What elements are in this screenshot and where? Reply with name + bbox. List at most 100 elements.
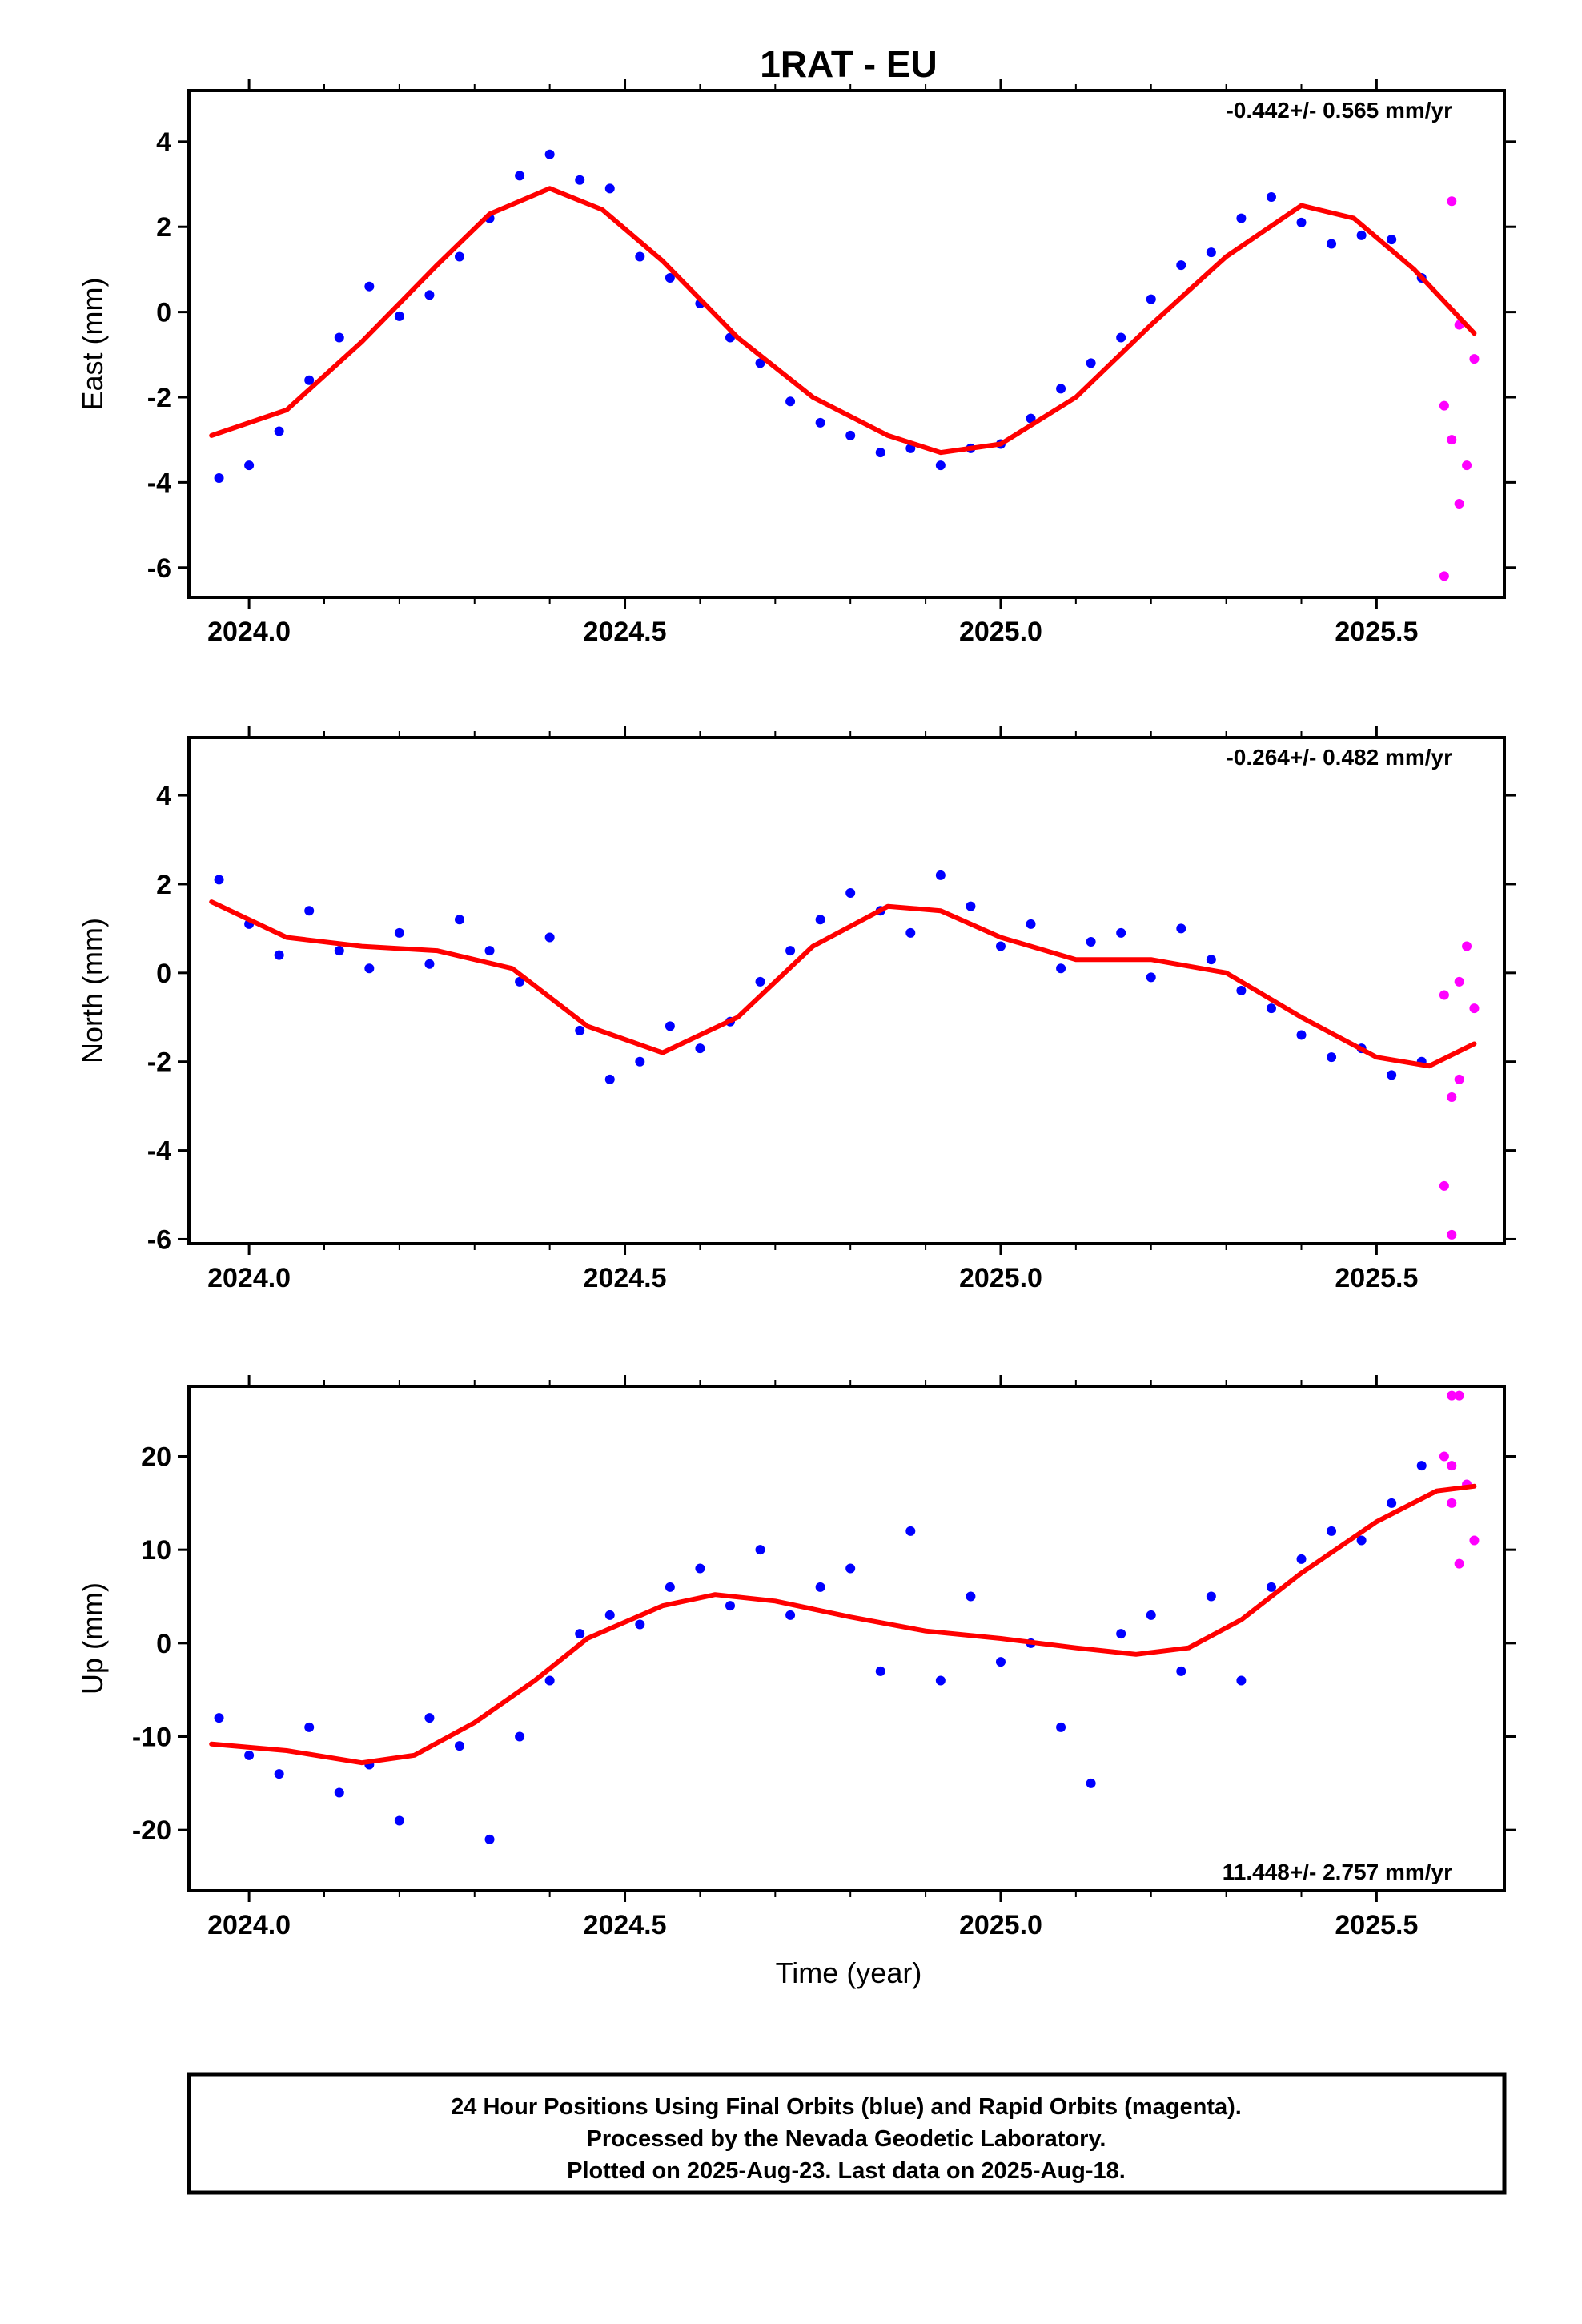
- final-orbit-point: [725, 1601, 735, 1611]
- rapid-orbit-point: [1454, 1390, 1464, 1401]
- final-orbit-point: [1416, 1461, 1427, 1471]
- x-axis-label: Time (year): [776, 1956, 922, 1989]
- footer-box: 24 Hour Positions Using Final Orbits (bl…: [187, 2072, 1507, 2195]
- y-tick-label: 4: [156, 781, 171, 811]
- y-tick-label: -2: [147, 1047, 171, 1078]
- final-orbit-point: [845, 1563, 856, 1574]
- y-axis-label: Up (mm): [76, 1582, 109, 1695]
- final-orbit-point: [695, 1043, 705, 1054]
- rapid-orbit-point: [1447, 1461, 1457, 1471]
- final-orbit-point: [935, 460, 946, 471]
- final-orbit-point: [1056, 1722, 1066, 1732]
- final-orbit-point: [515, 171, 525, 181]
- final-orbit-point: [484, 946, 495, 956]
- rapid-orbit-point: [1454, 498, 1464, 509]
- panel-north: 2024.0 2024.5 2025.0 2025.5 4 2 0 -2 -4 -6 North (…: [76, 726, 1516, 1293]
- final-orbit-point: [304, 1722, 315, 1732]
- x-tick-label: 2024.5: [584, 1263, 667, 1293]
- final-orbit-point: [394, 311, 404, 321]
- rapid-orbit-point: [1447, 1229, 1457, 1240]
- final-orbit-point: [1116, 927, 1126, 938]
- final-orbit-point: [1236, 1675, 1247, 1686]
- final-orbit-point: [1116, 332, 1126, 343]
- final-orbit-point: [1086, 358, 1096, 368]
- x-tick-label: 2025.0: [959, 617, 1042, 647]
- final-orbit-point: [845, 888, 856, 899]
- final-orbit-point: [575, 1629, 585, 1639]
- chart-title: 1RAT - EU: [760, 43, 938, 85]
- y-tick-label: 0: [156, 959, 171, 989]
- final-orbit-point: [1176, 260, 1186, 271]
- final-orbit-point: [635, 251, 645, 262]
- final-orbit-point: [334, 946, 344, 956]
- final-orbit-point: [364, 281, 375, 292]
- y-tick-label: 20: [141, 1442, 171, 1473]
- final-orbit-point: [304, 375, 315, 385]
- x-tick-label: 2024.5: [584, 1910, 667, 1940]
- rapid-orbit-point: [1462, 460, 1472, 471]
- final-orbit-point: [635, 1619, 645, 1630]
- final-orbit-point: [995, 941, 1006, 951]
- final-orbit-point: [1356, 1535, 1367, 1546]
- footer-line-2: Processed by the Nevada Geodetic Laborat…: [587, 2126, 1106, 2152]
- final-orbit-point: [1387, 1070, 1397, 1080]
- final-orbit-point: [935, 1675, 946, 1686]
- final-orbit-point: [604, 1074, 615, 1084]
- final-orbit-point: [454, 1741, 464, 1751]
- final-orbit-point: [785, 1610, 796, 1620]
- final-orbit-point: [875, 448, 885, 458]
- y-tick-label: -20: [132, 1815, 171, 1846]
- fit-curve: [209, 1483, 1477, 1766]
- rapid-orbit-point: [1454, 1074, 1464, 1084]
- rate-label: -0.442+/- 0.565 mm/yr: [1226, 98, 1452, 123]
- rapid-orbit-point: [1469, 1535, 1480, 1546]
- final-orbit-point: [785, 396, 796, 407]
- y-axis-label: East (mm): [76, 278, 109, 411]
- final-orbit-point: [424, 959, 435, 969]
- final-orbit-point: [635, 1056, 645, 1067]
- x-tick-label: 2025.5: [1335, 617, 1418, 647]
- x-tick-label: 2024.0: [207, 1263, 291, 1293]
- y-axis-label: North (mm): [76, 918, 109, 1063]
- final-orbit-point: [695, 1563, 705, 1574]
- rapid-orbit-point: [1439, 1451, 1449, 1462]
- final-orbit-point: [334, 332, 344, 343]
- final-orbit-point: [484, 1834, 495, 1844]
- final-orbit-point: [1086, 937, 1096, 947]
- fit-curve: [209, 899, 1477, 1069]
- final-orbit-point: [1236, 213, 1247, 223]
- final-orbit-point: [544, 1675, 555, 1686]
- final-orbit-point: [454, 915, 464, 925]
- rapid-orbit-point: [1439, 990, 1449, 1000]
- final-orbit-point: [1266, 1582, 1276, 1592]
- x-tick-label: 2025.5: [1335, 1910, 1418, 1940]
- y-tick-label: 10: [141, 1535, 171, 1566]
- final-orbit-point: [544, 932, 555, 943]
- final-orbit-point: [966, 901, 976, 911]
- final-orbit-point: [274, 950, 284, 960]
- final-orbit-point: [1296, 1554, 1307, 1564]
- rapid-orbit-point: [1454, 1558, 1464, 1569]
- x-tick-label: 2025.0: [959, 1263, 1042, 1293]
- fit-curve: [209, 186, 1477, 456]
- plot-frame: [187, 1385, 1506, 1892]
- final-orbit-point: [966, 1591, 976, 1602]
- x-tick-label: 2024.5: [584, 617, 667, 647]
- rate-label: -0.264+/- 0.482 mm/yr: [1226, 745, 1452, 770]
- final-orbit-point: [815, 417, 825, 428]
- footer-line-1: 24 Hour Positions Using Final Orbits (bl…: [451, 2094, 1242, 2120]
- y-tick-label: 0: [156, 298, 171, 328]
- final-orbit-point: [274, 1769, 284, 1779]
- final-orbit-point: [1146, 972, 1156, 983]
- final-orbit-point: [244, 1750, 255, 1760]
- final-orbit-point: [815, 1582, 825, 1592]
- rapid-orbit-point: [1469, 354, 1480, 364]
- final-orbit-point: [1356, 230, 1367, 240]
- rapid-orbit-point: [1454, 976, 1464, 987]
- final-orbit-point: [845, 430, 856, 440]
- final-orbit-point: [1026, 413, 1036, 424]
- y-tick-label: -4: [147, 468, 171, 498]
- final-orbit-point: [1266, 1003, 1276, 1014]
- final-orbit-point: [604, 183, 615, 194]
- final-orbit-point: [1327, 1526, 1337, 1536]
